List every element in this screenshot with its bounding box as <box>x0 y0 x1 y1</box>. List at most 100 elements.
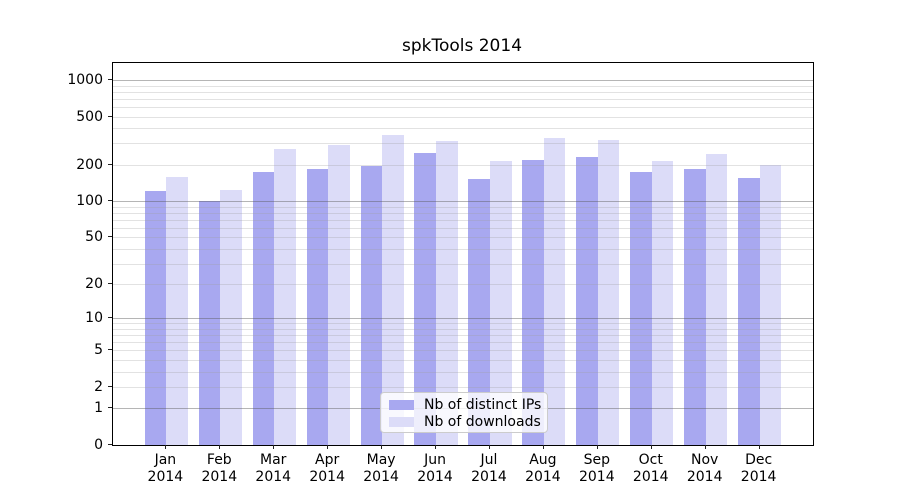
x-tick-label-nov: Nov 2014 <box>670 452 740 486</box>
x-tick-label-may: May 2014 <box>346 452 416 486</box>
x-tick-year: 2014 <box>578 469 615 485</box>
bar-downloads-feb <box>220 190 242 445</box>
bar-downloads-apr <box>328 145 350 445</box>
x-tick-month: May <box>366 452 396 468</box>
x-tick-year: 2014 <box>201 469 238 485</box>
bar-distinct-ips-jul <box>468 179 490 445</box>
bar-downloads-may <box>382 134 404 445</box>
x-tick-mark <box>596 445 598 449</box>
bar-downloads-dec <box>759 165 782 445</box>
x-tick-year: 2014 <box>417 469 453 485</box>
x-tick-label-oct: Oct 2014 <box>616 452 686 486</box>
y-tick-mark <box>108 283 112 285</box>
x-tick-month: Jan <box>154 452 177 468</box>
x-tick-year: 2014 <box>147 469 184 485</box>
y-tick-label: 200 <box>76 156 103 173</box>
x-tick-year: 2014 <box>525 469 561 485</box>
bars-layer <box>113 63 813 445</box>
bar-downloads-sep <box>597 140 620 445</box>
bar-downloads-jun <box>436 140 458 445</box>
bar-downloads-jul <box>489 161 512 445</box>
legend-item-distinct-ips: Nb of distinct IPs <box>389 397 542 413</box>
x-tick-month: Nov <box>691 452 719 468</box>
chart-title: spkTools 2014 <box>401 36 523 56</box>
bar-distinct-ips-feb <box>198 201 221 445</box>
y-tick-mark <box>108 236 112 238</box>
x-tick-mark <box>273 445 275 449</box>
y-tick-label: 1 <box>94 400 103 417</box>
x-tick-label-jul: Jul 2014 <box>454 452 524 486</box>
y-tick-mark <box>108 349 112 351</box>
bar-distinct-ips-jun <box>414 153 437 445</box>
bar-downloads-jan <box>166 177 188 445</box>
y-tick-mark <box>108 115 112 117</box>
x-tick-year: 2014 <box>309 469 345 485</box>
x-tick-label-dec: Dec 2014 <box>724 452 794 486</box>
plot-area <box>112 62 814 446</box>
legend-label-downloads: Nb of downloads <box>424 414 541 430</box>
bar-distinct-ips-jan <box>144 190 167 445</box>
x-tick-month: Aug <box>529 452 557 468</box>
legend: Nb of distinct IPs Nb of downloads <box>380 392 548 433</box>
y-tick-mark <box>108 163 112 165</box>
x-tick-mark <box>488 445 490 449</box>
legend-swatch-downloads <box>389 417 414 427</box>
x-tick-month: Feb <box>206 452 232 468</box>
y-tick-label: 20 <box>85 276 103 293</box>
x-tick-month: Mar <box>260 452 287 468</box>
y-tick-label: 0 <box>94 437 103 453</box>
legend-swatch-distinct-ips <box>389 400 414 410</box>
x-tick-mark <box>435 445 437 449</box>
x-tick-year: 2014 <box>471 469 507 485</box>
x-tick-mark <box>381 445 383 449</box>
legend-label-distinct-ips: Nb of distinct IPs <box>424 397 542 413</box>
y-tick-mark <box>108 200 112 202</box>
x-tick-year: 2014 <box>740 469 777 485</box>
x-tick-year: 2014 <box>686 469 723 485</box>
y-tick-label: 2 <box>94 378 103 395</box>
y-tick-label: 100 <box>76 193 103 210</box>
x-tick-month: Sep <box>583 452 610 468</box>
x-tick-label-aug: Aug 2014 <box>508 452 578 486</box>
bar-distinct-ips-dec <box>738 178 760 445</box>
y-tick-label: 1000 <box>67 72 103 88</box>
legend-item-downloads: Nb of downloads <box>389 414 541 430</box>
x-tick-mark <box>704 445 706 449</box>
bar-distinct-ips-apr <box>306 168 329 445</box>
x-tick-label-sep: Sep 2014 <box>562 452 632 486</box>
bar-downloads-oct <box>651 161 674 445</box>
y-tick-mark <box>108 407 112 409</box>
y-tick-mark <box>108 79 112 80</box>
x-tick-month: Jul <box>480 452 498 468</box>
bar-distinct-ips-sep <box>576 157 598 445</box>
bar-distinct-ips-mar <box>252 171 275 445</box>
bar-distinct-ips-may <box>360 166 383 445</box>
x-tick-year: 2014 <box>255 469 292 485</box>
x-tick-mark <box>219 445 221 449</box>
bar-distinct-ips-nov <box>684 168 706 445</box>
x-tick-month: Jun <box>424 452 446 468</box>
x-tick-label-jun: Jun 2014 <box>400 452 470 486</box>
x-tick-mark <box>758 445 760 449</box>
x-tick-label-mar: Mar 2014 <box>238 452 308 486</box>
y-tick-mark <box>108 444 112 445</box>
x-tick-mark <box>165 445 167 449</box>
y-tick-label: 5 <box>94 342 103 359</box>
y-tick-mark <box>108 385 112 387</box>
x-tick-month: Dec <box>745 452 773 468</box>
x-tick-mark <box>327 445 329 449</box>
x-tick-label-feb: Feb 2014 <box>184 452 254 486</box>
x-tick-month: Oct <box>638 452 663 468</box>
bar-downloads-aug <box>543 137 566 445</box>
x-tick-mark <box>650 445 652 449</box>
bar-distinct-ips-oct <box>630 171 652 445</box>
y-tick-mark <box>108 317 112 319</box>
x-tick-year: 2014 <box>363 469 399 485</box>
x-tick-year: 2014 <box>632 469 669 485</box>
x-tick-month: Apr <box>315 452 340 468</box>
y-tick-label: 50 <box>85 229 103 246</box>
bar-downloads-mar <box>274 149 296 445</box>
y-tick-label: 10 <box>85 310 103 327</box>
y-tick-label: 500 <box>76 108 103 125</box>
